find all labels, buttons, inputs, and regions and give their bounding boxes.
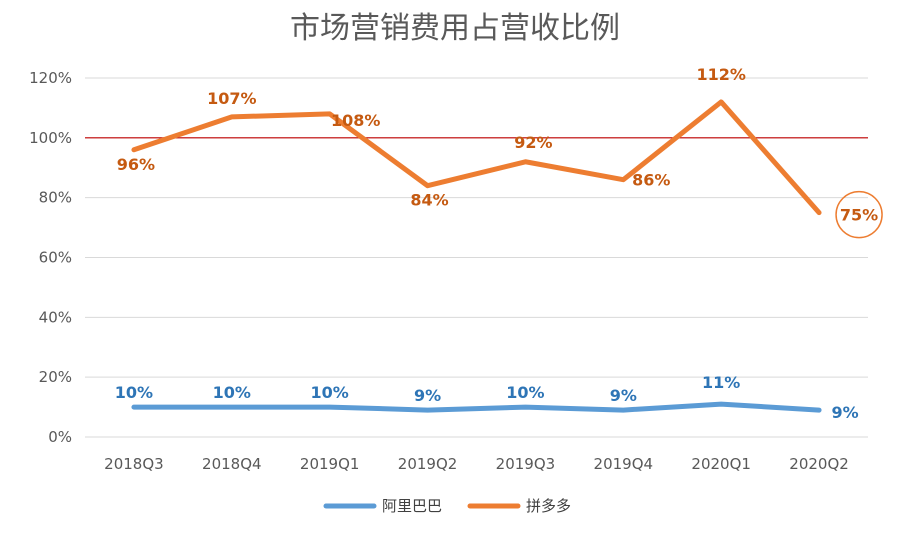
series-line-pinduoduo [131, 99, 822, 216]
legend-label: 阿里巴巴 [382, 497, 442, 515]
y-axis-tick-labels: 0% 20% 40% 60% 80% 100% 120% [29, 69, 72, 446]
legend: 阿里巴巴 拼多多 [323, 497, 571, 515]
data-label-layer: 10% 10% 10% 9% 10% 9% 11% 9% 96% 107% 108% 84% 92% 86… [115, 65, 883, 422]
data-label: 10% [506, 383, 544, 402]
data-label: 96% [117, 155, 155, 174]
data-label: 9% [414, 386, 441, 405]
legend-label: 拼多多 [526, 497, 571, 515]
data-label: 84% [410, 191, 448, 210]
data-label: 10% [311, 383, 349, 402]
x-tick-label: 2019Q4 [594, 455, 654, 473]
data-label: 107% [207, 89, 256, 108]
y-tick-label: 80% [39, 189, 72, 207]
highlight-circle [835, 190, 883, 239]
x-tick-label: 2020Q1 [691, 455, 751, 473]
x-tick-label: 2020Q2 [789, 455, 849, 473]
x-tick-label: 2018Q4 [202, 455, 262, 473]
data-label: 75% [840, 206, 878, 225]
series-layer [131, 99, 822, 413]
y-tick-label: 60% [39, 249, 72, 267]
chart-title: 市场营销费用占营收比例 [290, 11, 620, 46]
x-axis-tick-labels: 2018Q3 2018Q4 2019Q1 2019Q2 2019Q3 2019Q4 2020… [104, 455, 849, 473]
series-line-alibaba [131, 401, 822, 413]
data-label: 9% [831, 403, 858, 422]
data-label: 86% [632, 171, 670, 190]
y-tick-label: 100% [29, 129, 72, 147]
x-tick-label: 2018Q3 [104, 455, 164, 473]
y-tick-label: 120% [29, 69, 72, 87]
y-tick-label: 40% [39, 308, 72, 326]
data-label: 10% [115, 383, 153, 402]
x-tick-label: 2019Q2 [398, 455, 458, 473]
data-label: 112% [696, 65, 745, 84]
data-label: 9% [610, 386, 637, 405]
data-label: 10% [213, 383, 251, 402]
y-tick-label: 20% [39, 368, 72, 386]
data-label: 108% [331, 111, 380, 130]
data-label: 92% [514, 133, 552, 152]
data-label: 11% [702, 373, 740, 392]
x-tick-label: 2019Q3 [496, 455, 556, 473]
x-tick-label: 2019Q1 [300, 455, 360, 473]
y-tick-label: 0% [48, 428, 72, 446]
